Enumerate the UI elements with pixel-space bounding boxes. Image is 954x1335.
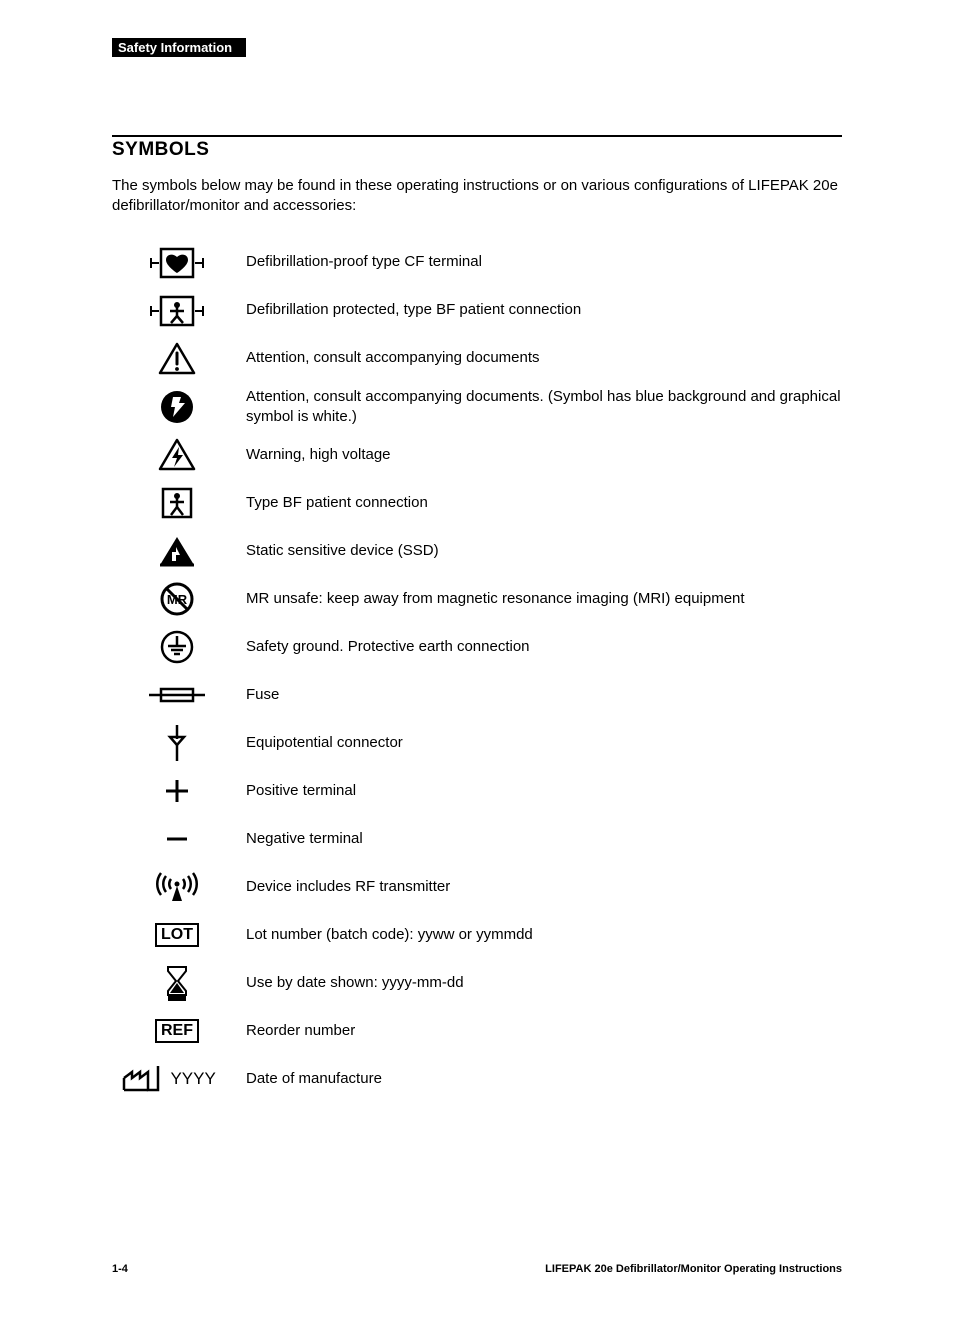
factory-icon: [122, 1064, 162, 1094]
attention-circle-icon: [159, 389, 195, 425]
table-row: Fuse: [112, 671, 842, 719]
symbol-description: Defibrillation-proof type CF terminal: [242, 239, 842, 287]
symbol-description: Attention, consult accompanying document…: [242, 383, 842, 432]
section-header-label: Safety Information: [118, 40, 232, 55]
table-row: Defibrillation-proof type CF terminal: [112, 239, 842, 287]
cf-terminal-icon: [147, 245, 207, 281]
symbol-description: Equipotential connector: [242, 719, 842, 767]
symbol-description: Attention, consult accompanying document…: [242, 335, 842, 383]
table-row: Device includes RF transmitter: [112, 863, 842, 911]
symbol-description: Reorder number: [242, 1007, 842, 1055]
section-title: SYMBOLS: [112, 139, 842, 161]
symbols-table: Defibrillation-proof type CF terminal De…: [112, 239, 842, 1104]
lot-box-icon: LOT: [155, 923, 199, 947]
ref-box-icon: REF: [155, 1019, 199, 1043]
safety-ground-icon: [159, 629, 195, 665]
symbol-description: Defibrillation protected, type BF patien…: [242, 287, 842, 335]
symbol-description: Warning, high voltage: [242, 431, 842, 479]
table-row: Defibrillation protected, type BF patien…: [112, 287, 842, 335]
symbol-description: Type BF patient connection: [242, 479, 842, 527]
symbol-description: Static sensitive device (SSD): [242, 527, 842, 575]
page-footer: 1-4 LIFEPAK 20e Defibrillator/Monitor Op…: [112, 1263, 842, 1275]
rf-transmitter-icon: [155, 871, 199, 903]
table-row: Positive terminal: [112, 767, 842, 815]
table-row: REF Reorder number: [112, 1007, 842, 1055]
bf-protected-icon: [147, 293, 207, 329]
symbol-description: Date of manufacture: [242, 1055, 842, 1103]
table-row: Attention, consult accompanying document…: [112, 335, 842, 383]
bf-connection-icon: [159, 485, 195, 521]
section-header-bar: Safety Information: [112, 38, 246, 57]
svg-text:MR: MR: [167, 592, 188, 607]
symbol-description: MR unsafe: keep away from magnetic reson…: [242, 575, 842, 623]
footer-doc-title: LIFEPAK 20e Defibrillator/Monitor Operat…: [545, 1263, 842, 1275]
table-row: Warning, high voltage: [112, 431, 842, 479]
table-row: LOT Lot number (batch code): yyww or yym…: [112, 911, 842, 959]
symbol-description: Use by date shown: yyyy-mm-dd: [242, 959, 842, 1007]
symbol-description: Positive terminal: [242, 767, 842, 815]
attention-triangle-icon: [157, 341, 197, 377]
symbol-description: Fuse: [242, 671, 842, 719]
table-row: Use by date shown: yyyy-mm-dd: [112, 959, 842, 1007]
symbol-description: Safety ground. Protective earth connecti…: [242, 623, 842, 671]
fuse-icon: [147, 683, 207, 707]
table-row: Static sensitive device (SSD): [112, 527, 842, 575]
symbol-description: Lot number (batch code): yyww or yymmdd: [242, 911, 842, 959]
mr-unsafe-icon: MR: [159, 581, 195, 617]
positive-terminal-icon: [163, 777, 191, 805]
table-row: Negative terminal: [112, 815, 842, 863]
high-voltage-icon: [157, 437, 197, 473]
table-row: Safety ground. Protective earth connecti…: [112, 623, 842, 671]
page-number: 1-4: [112, 1263, 128, 1275]
equipotential-icon: [162, 723, 192, 763]
section-intro: The symbols below may be found in these …: [112, 176, 842, 217]
table-row: Attention, consult accompanying document…: [112, 383, 842, 432]
table-row: MR MR unsafe: keep away from magnetic re…: [112, 575, 842, 623]
symbol-description: Negative terminal: [242, 815, 842, 863]
use-by-icon: [164, 963, 190, 1003]
yyyy-label: YYYY: [170, 1069, 215, 1088]
ssd-icon: [156, 533, 198, 569]
title-rule: [112, 135, 842, 137]
symbol-description: Device includes RF transmitter: [242, 863, 842, 911]
table-row: Type BF patient connection: [112, 479, 842, 527]
table-row: Equipotential connector: [112, 719, 842, 767]
negative-terminal-icon: [163, 834, 191, 844]
table-row: YYYY Date of manufacture: [112, 1055, 842, 1103]
